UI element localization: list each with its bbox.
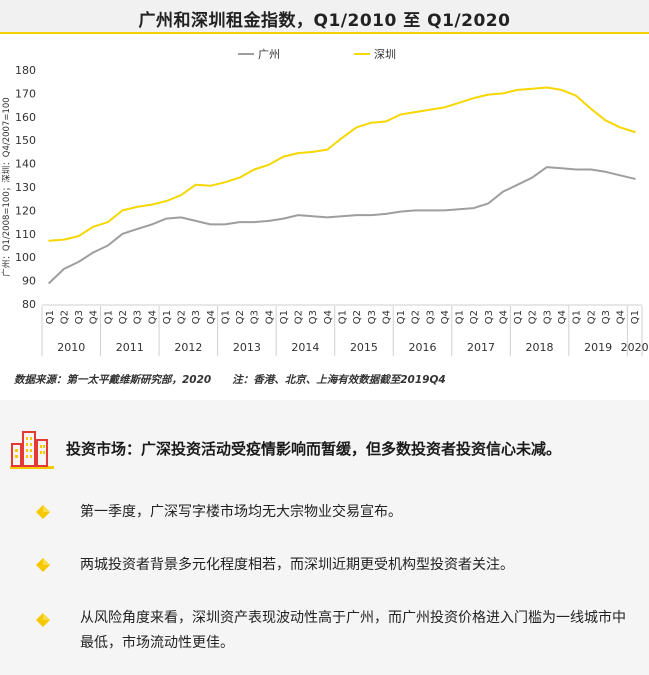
bullet-text: 从风险角度来看，深圳资产表现波动性高于广州，而广州投资价格进入门槛为一线城市中最… (80, 610, 626, 651)
x-tick-label: Q4 (264, 310, 275, 324)
y-tick-label: 90 (22, 275, 36, 288)
bullet-text: 两城投资者背景多元化程度相若，而深圳近期更受机构型投资者关注。 (80, 557, 514, 573)
diamond-bullet-icon (36, 558, 50, 572)
y-tick-label: 100 (15, 251, 36, 264)
legend-label: 广州 (258, 48, 280, 61)
year-label: 2014 (291, 341, 319, 354)
x-tick-label: Q2 (528, 310, 539, 324)
year-label: 2011 (116, 341, 144, 354)
year-label: 2015 (350, 341, 378, 354)
bullet-text: 第一季度，广深写字楼市场均无大宗物业交易宣布。 (80, 504, 402, 520)
y-tick-label: 160 (15, 111, 36, 124)
x-tick-label: Q1 (572, 310, 583, 324)
x-tick-label: Q1 (396, 310, 407, 324)
x-tick-label: Q4 (381, 310, 392, 324)
y-tick-label: 150 (15, 134, 36, 147)
year-label: 2018 (526, 341, 554, 354)
x-tick-label: Q3 (133, 310, 144, 324)
year-label: 2017 (467, 341, 495, 354)
x-tick-label: Q1 (630, 310, 641, 324)
city-buildings-icon (10, 431, 54, 469)
x-tick-label: Q1 (220, 310, 231, 324)
x-tick-label: Q3 (601, 310, 612, 324)
x-tick-label: Q3 (308, 310, 319, 324)
x-tick-label: Q1 (513, 310, 524, 324)
x-tick-label: Q2 (177, 310, 188, 324)
year-label: 2020 (621, 341, 649, 354)
x-tick-label: Q2 (118, 310, 129, 324)
x-tick-label: Q4 (89, 310, 100, 324)
x-tick-label: Q1 (45, 310, 56, 324)
x-tick-label: Q3 (74, 310, 85, 324)
year-label: 2016 (408, 341, 436, 354)
x-tick-label: Q3 (542, 310, 553, 324)
x-tick-label: Q2 (411, 310, 422, 324)
x-tick-label: Q4 (616, 310, 627, 324)
y-tick-label: 80 (22, 298, 36, 311)
x-tick-label: Q1 (279, 310, 290, 324)
y-tick-label: 170 (15, 87, 36, 100)
x-tick-label: Q2 (59, 310, 70, 324)
legend-label: 深圳 (374, 48, 396, 61)
x-tick-label: Q2 (294, 310, 305, 324)
year-label: 2019 (584, 341, 612, 354)
year-label: 2012 (174, 341, 202, 354)
x-tick-label: Q4 (323, 310, 334, 324)
x-tick-label: Q1 (162, 310, 173, 324)
x-tick-label: Q3 (484, 310, 495, 324)
x-tick-label: Q2 (586, 310, 597, 324)
x-tick-label: Q3 (191, 310, 202, 324)
series-line (48, 86, 636, 242)
x-tick-label: Q2 (469, 310, 480, 324)
chart-title: 广州和深圳租金指数，Q1/2010 至 Q1/2020 (138, 11, 511, 31)
x-tick-label: Q1 (103, 310, 114, 324)
diamond-bullet-icon (36, 505, 50, 519)
x-tick-label: Q4 (498, 310, 509, 324)
x-tick-label: Q4 (557, 310, 568, 324)
x-tick-label: Q3 (367, 310, 378, 324)
year-label: 2013 (233, 341, 261, 354)
y-tick-label: 180 (15, 64, 36, 77)
section-heading: 投资市场：广深投资活动受疫情影响而暂缓，但多数投资者投资信心未减。 (66, 440, 562, 458)
chart-panel: 广州和深圳租金指数，Q1/2010 至 Q1/2020 80 90 100 110 12… (0, 0, 649, 386)
investment-section: 投资市场：广深投资活动受疫情影响而暂缓，但多数投资者投资信心未减。 第一季度，广… (0, 400, 649, 675)
y-tick-label: 140 (15, 158, 36, 171)
x-tick-label: Q4 (147, 310, 158, 324)
x-tick-label: Q2 (352, 310, 363, 324)
y-tick-label: 120 (15, 204, 36, 217)
y-tick-label: 130 (15, 181, 36, 194)
x-tick-label: Q1 (338, 310, 349, 324)
y-tick-label: 110 (15, 228, 36, 241)
source-note: 数据来源：第一太平戴维斯研究部，2020 注：香港、北京、上海有效数据截至201… (14, 374, 446, 386)
x-tick-label: Q2 (235, 310, 246, 324)
rent-index-chart: 80 90 100 110 120 130 140 150 160 170 180 广州：Q1/200… (1, 48, 649, 356)
x-tick-label: Q3 (425, 310, 436, 324)
x-tick-label: Q1 (455, 310, 466, 324)
x-tick-label: Q3 (250, 310, 261, 324)
x-tick-label: Q4 (206, 310, 217, 324)
year-label: 2010 (57, 341, 85, 354)
x-tick-label: Q4 (440, 310, 451, 324)
diamond-bullet-icon (36, 613, 50, 627)
series-line (48, 166, 636, 284)
chart-title-bar: 广州和深圳租金指数，Q1/2010 至 Q1/2020 (0, 0, 649, 34)
y-axis-label: 广州：Q1/2008=100；深圳：Q4/2007=100 (1, 97, 12, 276)
